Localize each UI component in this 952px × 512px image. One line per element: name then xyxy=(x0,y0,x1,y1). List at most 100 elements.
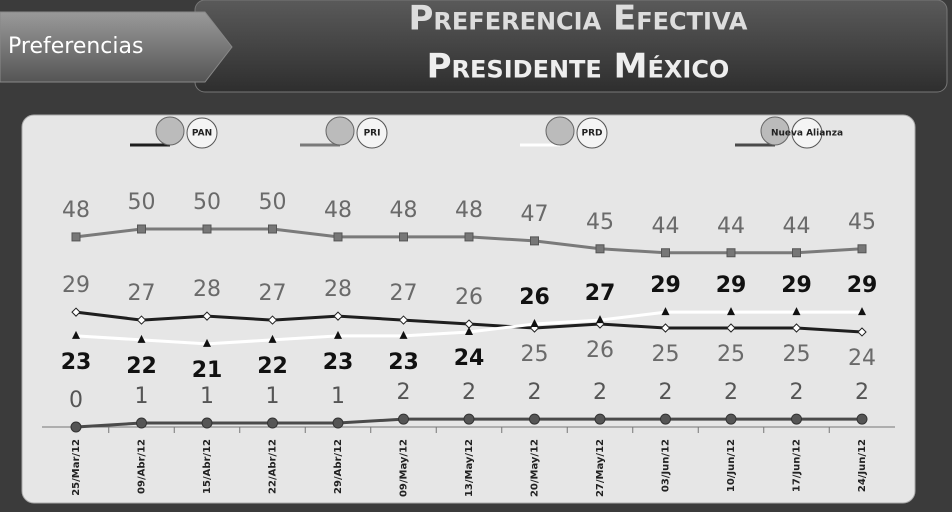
data-label: 29 xyxy=(847,273,878,298)
data-label: 1 xyxy=(200,384,214,409)
marker xyxy=(660,323,671,333)
x-tick-label: 24/Jun/12 xyxy=(857,439,868,492)
data-label: 50 xyxy=(128,190,156,215)
marker xyxy=(465,326,473,335)
legend-label: PAN xyxy=(192,129,212,139)
x-tick-label: 27/May/12 xyxy=(595,439,606,497)
x-tick-label: 09/Abr/12 xyxy=(137,439,148,494)
data-label: 24 xyxy=(848,346,876,371)
data-label: 1 xyxy=(135,384,149,409)
legend-logo xyxy=(791,117,823,149)
data-label: 45 xyxy=(848,210,876,235)
marker xyxy=(137,334,146,343)
section-tab xyxy=(0,11,233,83)
marker xyxy=(661,248,670,258)
x-tick-label: 20/May/12 xyxy=(530,439,541,497)
legend-logo xyxy=(576,117,608,149)
x-tick-label: 10/Jun/12 xyxy=(726,439,737,492)
marker xyxy=(594,413,606,425)
data-label: 29 xyxy=(62,273,90,298)
data-label: 50 xyxy=(193,190,221,215)
legend-label: PRI xyxy=(364,129,381,139)
marker xyxy=(201,417,213,429)
marker xyxy=(398,315,409,325)
marker xyxy=(202,224,212,234)
marker xyxy=(333,311,343,321)
data-label: 25 xyxy=(652,342,680,367)
marker xyxy=(268,224,277,234)
marker xyxy=(858,307,866,316)
marker xyxy=(136,417,147,429)
data-label: 27 xyxy=(259,281,287,306)
marker xyxy=(463,413,475,425)
marker xyxy=(267,417,278,429)
marker xyxy=(72,330,80,339)
section-label: Preferencias xyxy=(8,34,143,59)
data-label: 2 xyxy=(855,380,869,405)
data-label: 48 xyxy=(455,198,483,223)
marker xyxy=(137,224,146,234)
data-label: 27 xyxy=(128,281,156,306)
marker xyxy=(398,413,409,425)
marker xyxy=(792,248,801,258)
data-label: 22 xyxy=(126,354,157,379)
marker xyxy=(856,413,868,425)
x-tick-label: 25/Mar/12 xyxy=(71,439,82,496)
chart-subtitle: Presidente México xyxy=(427,47,730,87)
data-label: 29 xyxy=(781,273,812,298)
data-label: 25 xyxy=(521,342,549,367)
data-label: 48 xyxy=(62,198,90,223)
legend-photo xyxy=(760,116,790,146)
data-label: 0 xyxy=(69,388,83,413)
marker xyxy=(726,323,736,333)
data-label: 21 xyxy=(192,358,223,383)
marker xyxy=(530,319,539,328)
marker xyxy=(529,413,540,425)
data-label: 27 xyxy=(585,281,616,306)
legend-label: Nueva Alianza xyxy=(771,129,843,139)
marker xyxy=(530,236,539,246)
data-label: 2 xyxy=(659,380,673,405)
data-label: 2 xyxy=(528,380,542,405)
data-label: 2 xyxy=(462,380,476,405)
data-label: 27 xyxy=(390,281,418,306)
data-label: 2 xyxy=(593,380,607,405)
marker xyxy=(726,248,736,258)
marker xyxy=(727,307,735,316)
marker xyxy=(857,244,867,254)
x-tick-label: 29/Abr/12 xyxy=(333,439,344,494)
legend-logo xyxy=(186,117,218,149)
data-label: 23 xyxy=(61,350,92,375)
x-tick-label: 15/Abr/12 xyxy=(202,439,213,494)
marker xyxy=(71,307,81,317)
legend-photo xyxy=(545,116,575,146)
legend-logo xyxy=(356,117,388,149)
data-label: 26 xyxy=(586,338,614,363)
plot: 25/Mar/12 09/Abr/12 15/Abr/12 22/Abr/12 29/A… xyxy=(42,116,895,497)
marker xyxy=(661,307,670,316)
data-label: 1 xyxy=(331,384,345,409)
marker xyxy=(202,311,212,321)
data-label: 26 xyxy=(519,285,550,310)
data-label: 2 xyxy=(724,380,738,405)
data-label: 24 xyxy=(454,346,485,371)
marker xyxy=(791,413,802,425)
data-label: 28 xyxy=(324,277,352,302)
data-label: 22 xyxy=(257,354,288,379)
data-label: 48 xyxy=(324,198,352,223)
x-tick-label: 09/May/12 xyxy=(399,439,410,497)
marker xyxy=(399,232,408,242)
data-label: 45 xyxy=(586,210,614,235)
marker xyxy=(332,417,344,429)
marker xyxy=(792,307,801,316)
data-label: 29 xyxy=(650,273,681,298)
data-label: 50 xyxy=(259,190,287,215)
marker xyxy=(267,315,278,325)
marker xyxy=(334,330,342,339)
marker xyxy=(464,232,474,242)
data-label: 44 xyxy=(652,214,680,239)
legend-label: PRD xyxy=(582,129,603,139)
data-label: 1 xyxy=(266,384,280,409)
legend-photo xyxy=(155,116,185,146)
